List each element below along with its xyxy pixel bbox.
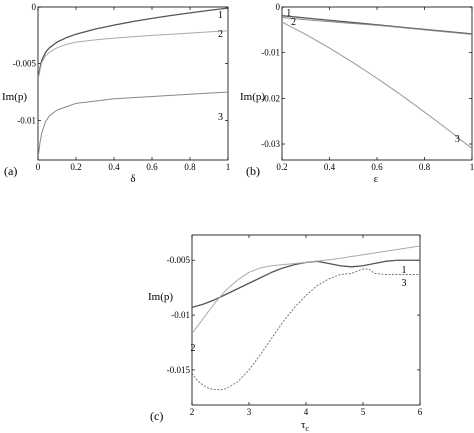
panel-b-curve-label-1: 1 <box>286 8 291 19</box>
panel-b-y-tick-label: -0.02 <box>261 93 280 103</box>
panel-a-x-tick-label: 0 <box>36 162 41 172</box>
panel-b-series-2-line <box>281 17 473 35</box>
panel-c-x-axis-label-sub: c <box>305 424 309 433</box>
panel-a-y-axis-label: Im(p) <box>2 91 27 103</box>
panel-a-curve-label-3: 3 <box>218 112 223 123</box>
panel-c-x-tick-label: 5 <box>361 407 366 417</box>
panel-b-x-tick-label: 1 <box>470 162 474 172</box>
panel-c-curve-label-1: 1 <box>401 265 406 276</box>
panel-a-x-axis-label: δ <box>130 173 135 185</box>
panel-c-panel-letter: (c) <box>150 409 163 423</box>
panel-a-x-tick-label: 0.8 <box>184 162 196 172</box>
panel-b-x-tick-label: 0.6 <box>371 162 383 172</box>
panel-b-y-tick-label: -0.03 <box>261 139 280 149</box>
panel-b-y-tick-label: 0 <box>276 2 281 12</box>
panel-a-x-tick-label: 0.2 <box>70 162 81 172</box>
panel-c-series-1-line <box>191 259 420 309</box>
panel-c-x-tick-label: 4 <box>304 407 309 417</box>
panel-b-curve-label-3: 3 <box>455 134 460 145</box>
panel-c-y-tick-label: -0.005 <box>167 255 191 265</box>
panel-a-series-3-line <box>38 91 229 155</box>
panel-c-x-axis-label-main: τ <box>301 419 306 431</box>
panel-c-series-3-line <box>191 268 420 391</box>
panel-c-curve-label-2: 2 <box>191 343 196 354</box>
panel-c-curve-label-3: 3 <box>401 278 406 289</box>
panel-b-y-tick-label: -0.01 <box>261 48 280 58</box>
panel-a-y-tick-label: 0 <box>32 2 37 12</box>
panel-a-y-tick-label: -0.01 <box>17 115 36 125</box>
panel-b-series-3-line <box>281 21 473 149</box>
panel-c-x-axis-label: τc <box>301 419 309 433</box>
panel-a-x-tick-label: 0.6 <box>146 162 158 172</box>
panel-b-x-tick-label: 0.8 <box>419 162 431 172</box>
panel-a-series-1-line <box>38 7 229 74</box>
panel-b-panel-letter: (b) <box>246 164 260 178</box>
panel-b-x-axis-label: ε <box>374 173 379 185</box>
panel-a-curve-label-2: 2 <box>218 29 223 40</box>
panel-c-y-tick-label: -0.01 <box>171 310 190 320</box>
panel-b-x-tick-label: 0.4 <box>324 162 336 172</box>
panel-b-x-tick-label: 0.2 <box>276 162 287 172</box>
panel-a-plot-frame <box>37 6 229 161</box>
panel-c-plot-frame <box>191 234 421 406</box>
panel-b-y-axis-label: Im(p) <box>240 91 265 103</box>
panel-a-x-tick-label: 1 <box>226 162 231 172</box>
panel-c-x-tick-label: 6 <box>418 407 423 417</box>
panel-b-plot-frame <box>281 6 473 161</box>
panel-c-x-tick-label: 2 <box>190 407 195 417</box>
panel-a-curve-label-1: 1 <box>218 10 223 21</box>
panel-a-x-tick-label: 0.4 <box>108 162 120 172</box>
panel-a-series-2-line <box>38 30 229 77</box>
panel-b-curve-label-2: 2 <box>291 17 296 28</box>
panel-c-y-axis-label: Im(p) <box>148 291 173 303</box>
panel-a-y-tick-label: -0.005 <box>13 59 37 69</box>
panel-c-y-tick-label: -0.015 <box>167 365 191 375</box>
panel-a-panel-letter: (a) <box>4 164 17 178</box>
panel-c-x-tick-label: 3 <box>247 407 252 417</box>
panel-c-series-2-line <box>191 245 421 335</box>
